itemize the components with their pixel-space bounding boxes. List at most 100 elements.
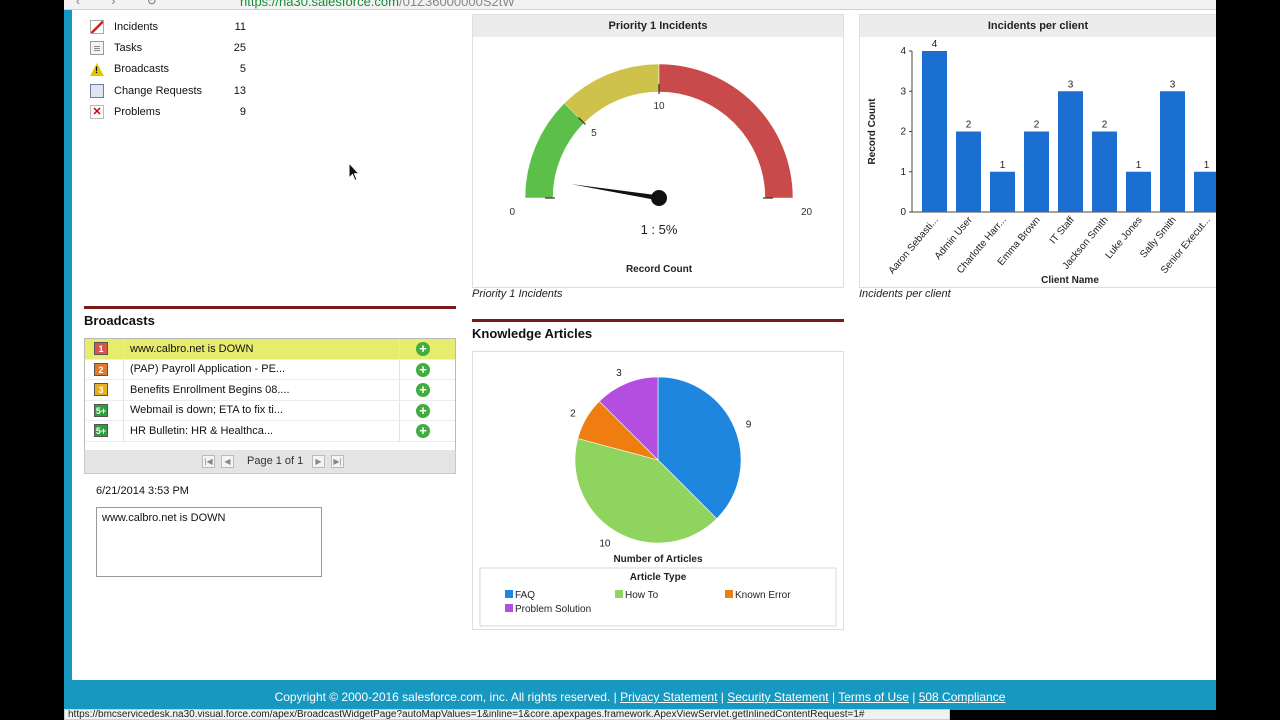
record-label[interactable]: Broadcasts — [114, 63, 170, 76]
gauge-band-1 — [563, 63, 660, 124]
knowledge-chart-panel: 9 10 2 3 Number of Articles Article Type FAQ Ho… — [472, 351, 844, 630]
column-divider — [399, 400, 400, 420]
y-tick-label: 3 — [900, 86, 906, 97]
footer-sep: | — [831, 690, 839, 704]
browser-nav-icons[interactable]: ‹ › ↻ — [76, 0, 171, 8]
broadcast-text[interactable]: Benefits Enrollment Begins 08.... — [130, 383, 290, 396]
broadcasts-title: Broadcasts — [84, 313, 155, 328]
x-tick-label: IT Staff — [1048, 215, 1077, 247]
security-statement-link[interactable]: Security Statement — [727, 690, 829, 704]
bar-value-label: 1 — [1136, 160, 1142, 171]
record-count: 13 — [233, 84, 246, 97]
bar-1 — [956, 131, 981, 212]
508-compliance-link[interactable]: 508 Compliance — [918, 690, 1006, 704]
gauge-readout: 1 : 5% — [641, 222, 678, 237]
knowledge-divider — [472, 319, 844, 322]
record-row-incidents[interactable]: Incidents 11 — [90, 16, 270, 37]
bar-value-label: 1 — [1204, 160, 1210, 171]
legend-label: Known Error — [735, 590, 791, 601]
record-label[interactable]: Incidents — [114, 20, 159, 33]
address-url[interactable]: https://na30.salesforce.com/01Z36000000S… — [240, 0, 515, 9]
column-divider — [399, 421, 400, 441]
bar-4 — [1058, 91, 1083, 212]
priority-badge: 1 — [94, 342, 108, 356]
broadcast-date: 6/21/2014 3:53 PM — [96, 485, 189, 497]
legend-swatch — [615, 590, 623, 598]
priority-gauge-panel: Priority 1 Incidents 0 5 10 20 1 : 5% Record … — [472, 14, 844, 288]
record-count: 25 — [233, 42, 246, 55]
last-page-button[interactable]: ▶| — [331, 455, 344, 468]
bar-value-label: 3 — [1170, 79, 1176, 90]
gauge-tick-label: 0 — [509, 207, 515, 218]
legend-swatch — [725, 590, 733, 598]
broadcast-row[interactable]: 3 Benefits Enrollment Begins 08.... + — [85, 380, 455, 401]
gauge-band-0 — [524, 102, 585, 199]
pie-value-label: 3 — [616, 368, 622, 379]
record-row-broadcasts[interactable]: Broadcasts 5 — [90, 59, 270, 80]
bar-value-label: 2 — [1034, 120, 1040, 131]
gauge-tick-label: 20 — [801, 207, 813, 218]
y-axis-label: Record Count — [867, 98, 878, 165]
record-count-list: Incidents 11 Tasks 25 Broadcasts 5 Change Requ… — [90, 16, 270, 123]
bar-value-label: 2 — [966, 120, 972, 131]
column-divider — [123, 421, 124, 441]
record-label[interactable]: Tasks — [114, 42, 143, 55]
broadcast-row[interactable]: 5+ HR Bulletin: HR & Healthca... + — [85, 421, 455, 442]
gauge-tick-mark — [577, 116, 586, 125]
add-icon[interactable]: + — [416, 342, 430, 356]
prev-page-button[interactable]: ◀ — [221, 455, 234, 468]
next-page-button[interactable]: ▶ — [312, 455, 325, 468]
browser-address-bar[interactable]: ‹ › ↻ https://na30.salesforce.com/01Z360… — [64, 0, 1216, 10]
broadcast-text[interactable]: Webmail is down; ETA to fix ti... — [130, 404, 284, 417]
gauge-needle — [571, 184, 660, 201]
problem-icon: ✕ — [90, 105, 104, 120]
record-row-tasks[interactable]: Tasks 25 — [90, 37, 270, 58]
bar-value-label: 2 — [1102, 120, 1108, 131]
broadcast-text[interactable]: HR Bulletin: HR & Healthca... — [130, 424, 274, 437]
column-divider — [123, 400, 124, 420]
broadcast-text[interactable]: www.calbro.net is DOWN — [130, 342, 254, 355]
dashboard-page: Incidents11Tasks25Broadcasts5Change Requ… — [72, 10, 1219, 680]
bar-value-label: 4 — [932, 39, 938, 50]
first-page-button[interactable]: |◀ — [202, 455, 215, 468]
x-axis-label: Client Name — [1041, 275, 1099, 286]
record-count: 9 — [239, 106, 246, 119]
gauge-axis-label: Record Count — [626, 264, 693, 275]
page-footer: Copyright © 2000-2016 salesforce.com, in… — [64, 680, 1216, 710]
bar-6 — [1126, 171, 1151, 212]
record-row-problems[interactable]: ✕ Problems 9 — [90, 102, 270, 123]
broadcast-row[interactable]: 2 (PAP) Payroll Application - PE... + — [85, 359, 455, 380]
record-label[interactable]: Change Requests — [114, 84, 203, 97]
pie-axis-label: Number of Articles — [613, 554, 703, 565]
record-label[interactable]: Problems — [114, 106, 161, 119]
page-indicator: Page 1 of 1 — [247, 455, 304, 467]
terms-of-use-link[interactable]: Terms of Use — [838, 690, 909, 704]
add-icon[interactable]: + — [416, 403, 430, 418]
column-divider — [399, 380, 400, 400]
change-request-icon — [90, 83, 104, 98]
pie-slice-0 — [657, 376, 742, 520]
pie-legend-title: Article Type — [630, 572, 687, 583]
priority-badge: 5+ — [94, 403, 108, 417]
pie-value-label: 2 — [570, 409, 576, 420]
bar-5 — [1092, 131, 1117, 212]
add-icon[interactable]: + — [416, 383, 430, 397]
add-icon[interactable]: + — [416, 424, 430, 438]
bar-value-label: 1 — [1000, 160, 1006, 171]
pie-value-label: 10 — [599, 538, 611, 549]
browser-status-url: https://bmcservicedesk.na30.visual.force… — [64, 709, 950, 720]
left-margin — [0, 0, 72, 720]
broadcast-row[interactable]: 1 www.calbro.net is DOWN + — [85, 339, 455, 360]
broadcast-row[interactable]: 5+ Webmail is down; ETA to fix ti... + — [85, 400, 455, 421]
add-icon[interactable]: + — [416, 362, 430, 377]
column-divider — [123, 380, 124, 400]
pie-value-label: 9 — [746, 420, 752, 431]
bar-0 — [922, 51, 947, 212]
privacy-statement-link[interactable]: Privacy Statement — [620, 690, 718, 704]
gauge-band-2 — [658, 63, 794, 199]
bar-8 — [1194, 171, 1219, 212]
broadcast-text[interactable]: (PAP) Payroll Application - PE... — [130, 363, 286, 376]
record-row-change-requests[interactable]: Change Requests 13 — [90, 80, 270, 101]
legend-label: Problem Solution — [515, 604, 591, 615]
gauge-needle-hub — [651, 190, 667, 206]
